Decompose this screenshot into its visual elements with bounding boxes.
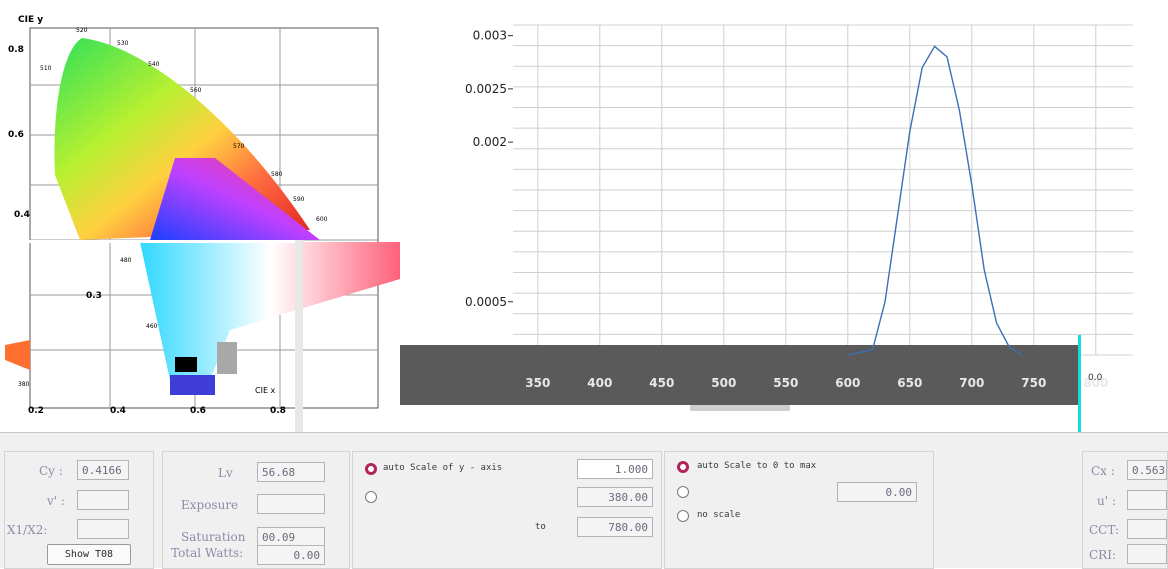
wavelength-label: 520 <box>76 27 88 34</box>
axis-range-group: auto Scale of y - axis 1.000 380.00 to 7… <box>352 451 662 569</box>
cie-y-label: CIE y <box>18 15 43 25</box>
chromaticity-right-group: Cx : 0.563 u' : CCT: CRI: <box>1082 451 1168 569</box>
cct-field[interactable] <box>1127 519 1167 539</box>
auto-scale-y-label: auto Scale of y - axis <box>383 463 503 473</box>
wavelength-label: 580 <box>271 171 283 178</box>
no-scale-label: no scale <box>697 510 741 520</box>
wavelength-label: 510 <box>40 65 52 72</box>
cie-marker-black <box>175 357 197 372</box>
wavelength-label: 540 <box>148 61 160 68</box>
spectrum-x-tick: 400 <box>587 376 612 390</box>
spectrum-x-tick: 750 <box>1021 376 1046 390</box>
spectrum-x-tick: 550 <box>773 376 798 390</box>
cie-y-tick: 0.6 <box>8 130 24 140</box>
exposure-label: Exposure <box>181 498 239 512</box>
wavelength-label: 530 <box>117 40 129 47</box>
spectrum-x-tick: 650 <box>897 376 922 390</box>
cie-x-tick: 0.2 <box>28 406 44 416</box>
lv-field[interactable]: 56.68 <box>257 462 325 482</box>
spectrum-right-tick: 0.0 <box>1088 373 1103 383</box>
y-axis-scale-input[interactable]: 1.000 <box>577 459 653 479</box>
spectrum-scroll-thumb[interactable] <box>690 405 790 411</box>
cy-field[interactable]: 0.4166 <box>77 460 129 480</box>
glitch-line <box>0 240 300 243</box>
spectrum-series-line <box>847 45 1022 356</box>
glitch-cyan-line <box>1078 335 1081 567</box>
cie-y-tick: 0.3 <box>86 291 102 301</box>
u-prime-label: u' : <box>1097 494 1116 508</box>
cie-y-tick: 0.8 <box>8 45 24 55</box>
auto-scale-max-radio[interactable] <box>677 461 689 473</box>
saturation-field[interactable]: 00.09 <box>257 527 325 547</box>
cie-diagram: CIE y CIE x 0.8 0.6 0.4 0.3 0.2 0.4 0.6 … <box>0 0 400 432</box>
range-to-input[interactable]: 780.00 <box>577 517 653 537</box>
wavelength-label: 480 <box>120 257 132 264</box>
spectrum-x-tick: 700 <box>959 376 984 390</box>
cie-plot: CIE y CIE x 0.8 0.6 0.4 0.3 0.2 0.4 0.6 … <box>0 15 400 432</box>
wavelength-label: 590 <box>293 196 305 203</box>
cie-x-tick: 0.6 <box>190 406 206 416</box>
spectrum-x-tick: 600 <box>835 376 860 390</box>
wavelength-label: 600 <box>316 216 328 223</box>
glitch-strip <box>295 240 303 432</box>
spectrum-x-tick: 350 <box>525 376 550 390</box>
no-scale-radio[interactable] <box>677 510 689 522</box>
scale-group: auto Scale to 0 to max 0.00 no scale <box>664 451 934 569</box>
fixed-scale-radio[interactable] <box>677 486 689 498</box>
spectrum-y-tick: 0.0005 <box>465 295 507 309</box>
range-to-label: to <box>535 522 546 532</box>
v-prime-label: v' : <box>47 494 65 508</box>
saturation-label: Saturation <box>181 530 246 544</box>
auto-scale-y-radio[interactable] <box>365 463 377 475</box>
cri-label: CRI: <box>1089 548 1116 562</box>
x1x2-label: X1/X2: <box>7 523 48 537</box>
spectrum-x-tick: 500 <box>711 376 736 390</box>
range-from-input[interactable]: 380.00 <box>577 487 653 507</box>
total-watts-label: Total Watts: <box>171 546 244 560</box>
u-prime-field[interactable] <box>1127 490 1167 510</box>
spectrum-x-tick: 450 <box>649 376 674 390</box>
wavelength-label: 460 <box>146 323 158 330</box>
spectrum-y-tick: 0.003 <box>473 29 507 43</box>
cie-fragment-blue <box>170 375 215 395</box>
lv-label: Lv <box>218 466 233 480</box>
cct-label: CCT: <box>1089 523 1119 537</box>
wavelength-label: 560 <box>190 87 202 94</box>
cx-field[interactable]: 0.563 <box>1127 460 1167 480</box>
spectrum-x-tick: 800 <box>1083 376 1108 390</box>
fixed-scale-input[interactable]: 0.00 <box>837 482 917 502</box>
cy-label: Cy : <box>39 464 63 478</box>
cie-x-tick: 0.8 <box>270 406 286 416</box>
wavelength-label: 570 <box>233 143 245 150</box>
cie-x-label: CIE x <box>255 386 276 395</box>
photometric-group: Lv 56.68 Exposure Saturation 00.09 Total… <box>162 451 350 569</box>
cie-gamut-upper <box>150 158 320 240</box>
cie-gamut-lower <box>140 242 400 380</box>
x1x2-field[interactable] <box>77 519 129 539</box>
chromaticity-left-group: Cy : 0.4166 v' : X1/X2: Show T08 <box>4 451 154 569</box>
v-prime-field[interactable] <box>77 490 129 510</box>
manual-range-radio[interactable] <box>365 491 377 503</box>
spectrum-dark-band <box>400 345 1078 405</box>
auto-scale-max-label: auto Scale to 0 to max <box>697 461 817 471</box>
wavelength-label: 380 <box>18 381 30 388</box>
total-watts-field[interactable]: 0.00 <box>257 545 325 565</box>
cri-field[interactable] <box>1127 544 1167 564</box>
cie-y-tick: 0.4 <box>14 210 30 220</box>
cie-fragment <box>5 340 30 370</box>
show-t08-button[interactable]: Show T08 <box>47 544 131 565</box>
cx-label: Cx : <box>1091 464 1115 478</box>
spectrum-y-tick: 0.0025 <box>465 82 507 96</box>
cie-marker-grey <box>217 342 237 374</box>
cie-x-tick: 0.4 <box>110 406 126 416</box>
control-panel: Cy : 0.4166 v' : X1/X2: Show T08 Lv 56.6… <box>0 432 1168 569</box>
spectrum-y-tick: 0.002 <box>473 135 507 149</box>
exposure-field[interactable] <box>257 494 325 514</box>
